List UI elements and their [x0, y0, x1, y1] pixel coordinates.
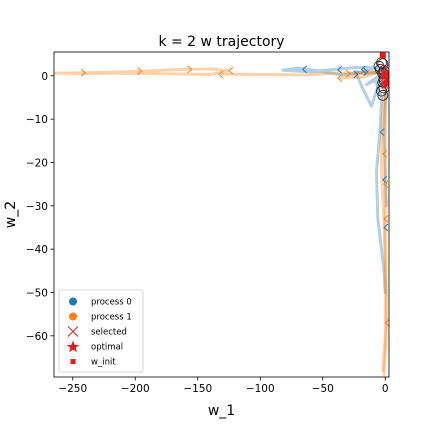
series-1-trajectory-3: [380, 73, 388, 377]
series-1-trajectory-2: [340, 70, 383, 80]
y-tick-label: −20: [26, 158, 48, 170]
series-0-direction-arrow-0: [301, 65, 308, 74]
legend-selected-label: selected: [91, 328, 127, 338]
series-1-direction-arrow-0: [80, 68, 87, 77]
legend-process-0-label: process 0: [91, 298, 132, 308]
x-axis-label: w_1: [208, 403, 235, 419]
legend-process-1-marker: [69, 312, 77, 321]
visited-point-marker: [376, 85, 387, 97]
legend-w-init-label: w_init: [91, 358, 116, 368]
legend-box: [58, 289, 144, 373]
series-0-direction-arrow-3: [363, 68, 369, 76]
chart-title: k = 2 w trajectory: [158, 34, 284, 50]
series-0-direction-arrow-4: [353, 70, 359, 79]
series-0-direction-arrow-1: [336, 65, 343, 74]
y-axis-ticks: 0 −10 −20 −30 −40 −50 −60: [26, 71, 54, 343]
y-tick-label: −40: [26, 244, 48, 256]
w-init-marker: [383, 80, 389, 87]
legend-selected-marker: [67, 326, 79, 337]
y-tick-label: −50: [26, 288, 48, 300]
y-tick-label: −10: [26, 114, 48, 126]
plot-frame: [53, 51, 390, 378]
plot-area: [54, 52, 389, 377]
series-1-direction-arrow-6: [336, 74, 343, 82]
x-tick-label: −50: [312, 383, 334, 395]
x-tick-label: 0: [382, 383, 389, 395]
series-1-direction-arrow-4: [218, 70, 224, 79]
visited-point-marker: [377, 58, 389, 70]
series-1-direction-arrow-5: [345, 69, 352, 78]
y-tick-label: −60: [26, 331, 48, 343]
y-tick-label: −30: [26, 201, 48, 213]
x-tick-label: −100: [246, 383, 275, 395]
series-1-direction-arrow-3: [228, 66, 234, 75]
series-0-direction-arrow-7: [381, 175, 388, 184]
y-tick-label: 0: [41, 71, 48, 83]
y-axis-label: w_2: [3, 201, 19, 228]
series-0-trajectory-0: [281, 65, 388, 77]
series-1-direction-arrow-9: [383, 214, 389, 223]
optimal-marker: [379, 69, 389, 81]
legend-process-1-label: process 1: [91, 313, 132, 323]
series-1-direction-arrow-10: [384, 318, 389, 327]
series-1-trajectory-0: [54, 67, 230, 76]
series-1-direction-arrow-1: [137, 67, 143, 75]
legend-optimal-marker: [66, 340, 80, 353]
series-0-trajectory-1: [365, 65, 388, 294]
x-tick-label: −150: [183, 383, 212, 395]
series-1-direction-arrow-2: [187, 65, 193, 74]
legend-optimal-label: optimal: [91, 343, 123, 353]
legend-process-0-marker: [69, 297, 77, 306]
visited-point-marker: [377, 89, 389, 101]
legend: process 0 process 1 selected optimal w_i…: [58, 289, 144, 373]
series-0-direction-arrow-2: [360, 65, 366, 74]
series-1-trajectory-4: [381, 74, 387, 372]
series-0-direction-arrow-8: [383, 223, 389, 232]
marker-layer: [373, 52, 389, 101]
series-1-direction-arrow-8: [383, 180, 389, 189]
legend-w-init-marker: [70, 359, 76, 364]
x-tick-label: −200: [121, 383, 150, 395]
series-1-direction-arrow-7: [381, 149, 388, 158]
x-tick-label: −250: [58, 383, 87, 395]
x-axis-ticks: −250 −200 −150 −100 −50 0: [58, 377, 389, 395]
w-init-marker: [379, 52, 386, 59]
series-0-direction-arrow-6: [379, 128, 385, 137]
